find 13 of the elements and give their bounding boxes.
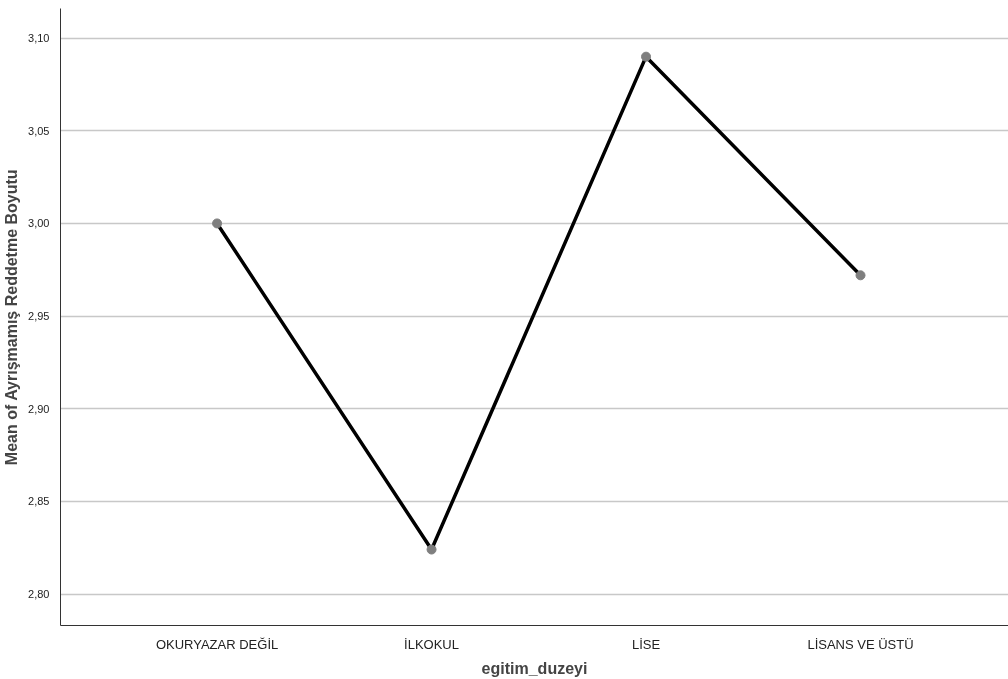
y-tick-label: 3,10	[28, 32, 50, 45]
x-tick-label: LİSANS VE ÜSTÜ	[807, 636, 914, 652]
y-tick-label: 3,05	[28, 124, 50, 137]
y-axis-title: Mean of Ayrışmamış Reddetme Boyutu	[3, 169, 21, 466]
y-tick-label: 3,00	[28, 217, 50, 230]
y-tick-label: 2,80	[28, 588, 50, 600]
y-tick-label: 2,90	[28, 402, 50, 415]
x-tick-label: OKURYAZAR DEĞİL	[155, 636, 279, 652]
x-tick-label: LİSE	[631, 636, 661, 652]
y-tick-label: 2,95	[28, 310, 50, 323]
x-axis-title: egitim_duzeyi	[481, 659, 588, 677]
y-tick-label: 2,85	[28, 495, 50, 508]
x-tick-label: İLKOKUL	[404, 636, 460, 652]
